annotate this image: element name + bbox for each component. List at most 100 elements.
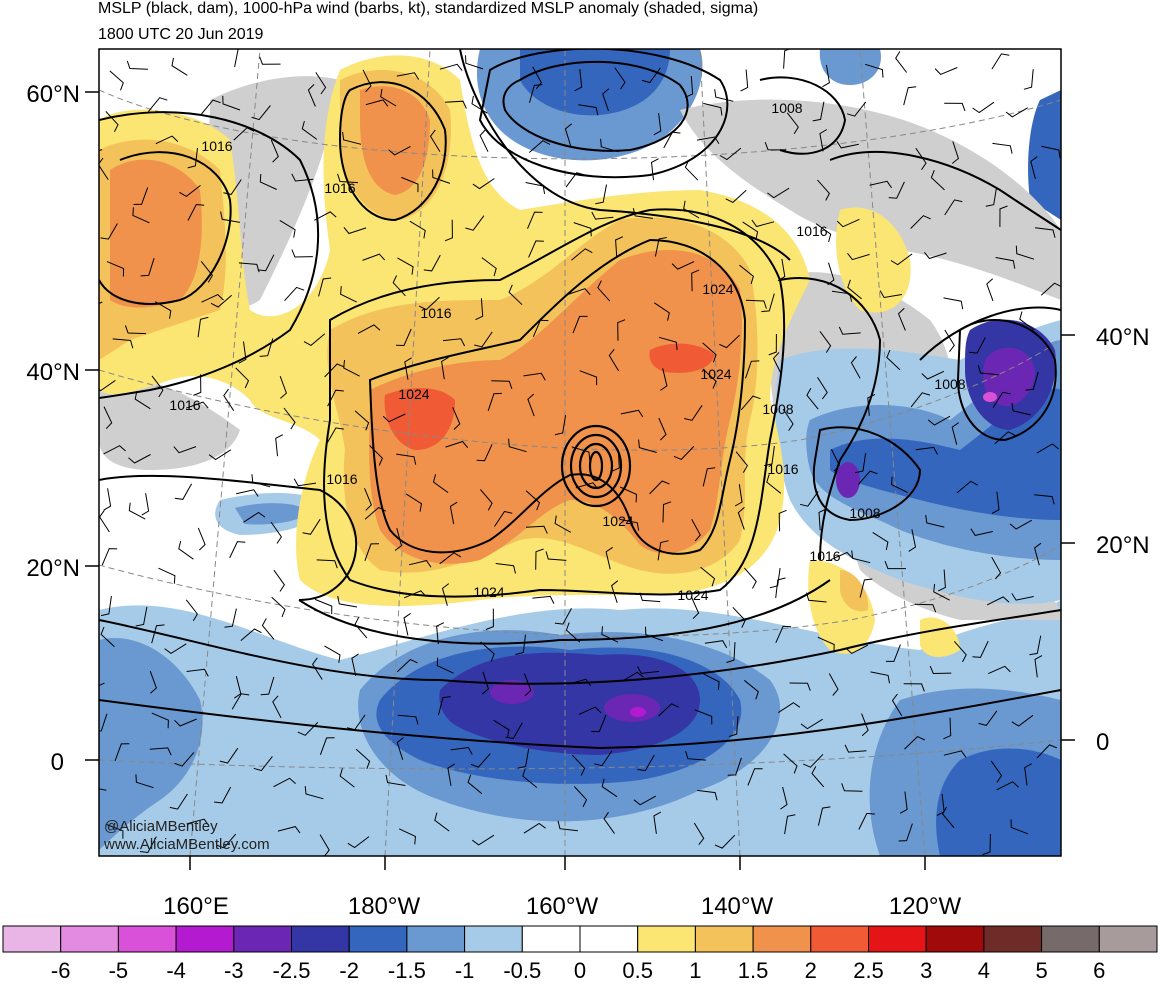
wind-barb xyxy=(304,786,324,800)
wind-barb xyxy=(764,445,775,467)
wind-barb xyxy=(658,703,680,717)
colorbar-swatch xyxy=(1041,925,1100,953)
wind-barb xyxy=(819,331,832,353)
wind-barb xyxy=(406,493,423,512)
contour-label: 1016 xyxy=(767,461,798,477)
wind-barb xyxy=(201,294,224,303)
colorbar-tick-label: -4 xyxy=(166,958,186,983)
wind-barb xyxy=(1034,655,1043,678)
wind-barb xyxy=(173,446,197,454)
colorbar-swatch xyxy=(694,925,754,953)
wind-barb xyxy=(238,341,247,364)
wind-barb xyxy=(151,712,169,729)
wind-barb xyxy=(436,657,454,674)
wind-barb xyxy=(924,251,947,260)
wind-barb xyxy=(99,157,109,180)
wind-barb xyxy=(991,556,1002,580)
wind-barb xyxy=(140,258,155,277)
wind-barb xyxy=(996,781,1019,791)
wind-barb xyxy=(696,136,720,145)
colorbar-tick-label: -3 xyxy=(224,958,244,983)
wind-barb xyxy=(831,290,853,302)
wind-barb xyxy=(223,388,235,411)
wind-barb xyxy=(164,643,187,655)
wind-barb xyxy=(151,375,164,398)
wind-barb xyxy=(515,634,526,655)
colorbar-tick-label: -1.5 xyxy=(387,958,426,983)
contour-label: 1016 xyxy=(796,223,827,239)
wind-barb xyxy=(645,626,663,642)
wind-barb xyxy=(557,820,578,832)
wind-barb xyxy=(193,374,202,396)
wind-barb xyxy=(216,833,237,849)
contour-label: 1016 xyxy=(326,471,357,487)
wind-barb xyxy=(1036,443,1060,454)
wind-barb xyxy=(494,510,513,527)
wind-barb xyxy=(782,408,794,431)
wind-barb xyxy=(803,753,824,768)
wind-barb xyxy=(768,333,777,356)
wind-barb xyxy=(481,671,489,695)
wind-barb xyxy=(441,356,449,380)
wind-barb xyxy=(903,86,917,106)
wind-barb xyxy=(867,393,876,416)
wind-barb xyxy=(155,135,179,145)
wind-barb xyxy=(714,834,736,849)
wind-barb xyxy=(404,590,427,599)
wind-barb xyxy=(364,488,372,511)
wind-barb xyxy=(284,286,305,302)
wind-barb xyxy=(594,750,613,767)
wind-barb xyxy=(354,616,368,639)
wind-barb xyxy=(778,509,787,532)
wind-barb xyxy=(99,713,108,732)
wind-barb xyxy=(423,254,441,272)
wind-barb xyxy=(385,774,406,786)
wind-barb xyxy=(396,453,417,465)
wind-barb xyxy=(259,338,274,357)
wind-barb xyxy=(745,299,767,309)
wind-barb xyxy=(200,260,214,283)
credit-url: www.AliciaMBentley.com xyxy=(104,836,270,853)
lon-label-140w: 140°W xyxy=(701,893,774,920)
wind-barb xyxy=(728,716,739,737)
wind-barb xyxy=(806,387,819,410)
lat-label-40n-right: 40°N xyxy=(1096,324,1150,351)
wind-barb xyxy=(471,95,488,114)
wind-barb xyxy=(197,316,209,338)
wind-barb xyxy=(535,548,544,570)
wind-barb xyxy=(1030,156,1038,179)
wind-barb xyxy=(941,806,955,829)
wind-barb xyxy=(638,439,657,453)
wind-barb xyxy=(899,791,908,814)
wind-barb xyxy=(481,257,497,277)
wind-barb xyxy=(487,392,502,411)
wind-barb xyxy=(767,187,790,199)
wind-barb xyxy=(725,189,747,204)
wind-barb xyxy=(611,449,620,472)
contour-label: 1024 xyxy=(702,281,733,297)
wind-barb xyxy=(637,754,655,772)
wind-barb xyxy=(578,104,599,116)
wind-barb xyxy=(653,811,662,834)
wind-barb xyxy=(694,709,713,725)
wind-barb xyxy=(565,622,581,643)
wind-barb xyxy=(671,261,695,270)
wind-barb xyxy=(396,658,418,673)
wind-barb xyxy=(185,599,199,622)
wind-barb xyxy=(279,376,287,399)
wind-barb xyxy=(259,173,277,190)
wind-barb xyxy=(830,551,854,561)
wind-barb xyxy=(112,338,134,349)
colorbar-tick-label: -1 xyxy=(454,958,475,983)
wind-barb xyxy=(103,406,113,430)
wind-barb xyxy=(315,72,327,95)
wind-barb xyxy=(914,603,937,613)
wind-barb xyxy=(128,502,146,520)
wind-barb xyxy=(930,170,945,191)
colorbar-swatch xyxy=(983,925,1043,953)
wind-barb xyxy=(605,546,613,570)
wind-barb xyxy=(158,567,176,584)
wind-barb xyxy=(479,129,489,152)
wind-barb xyxy=(879,290,902,299)
wind-barb xyxy=(784,814,796,835)
